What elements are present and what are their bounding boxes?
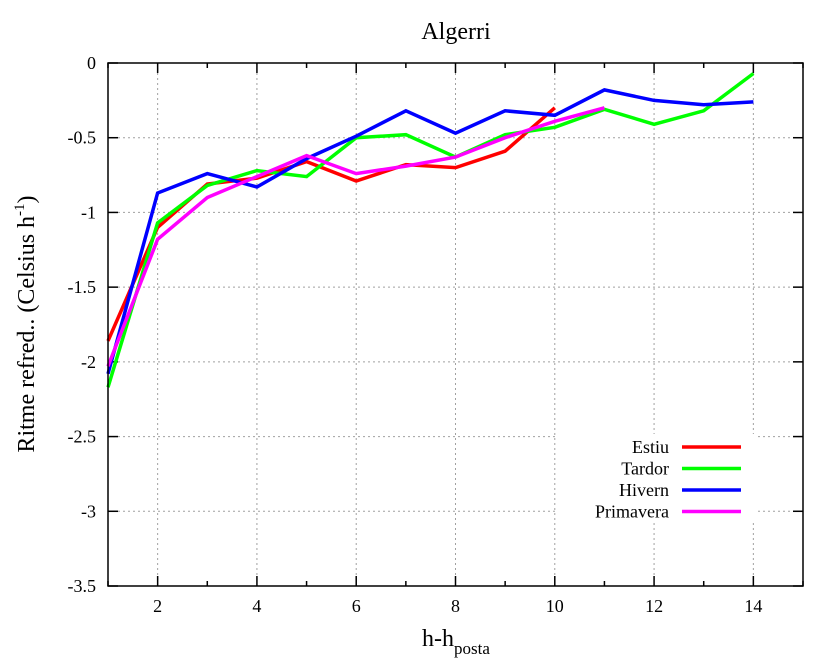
y-axis-label-main: Ritme refred.. (Celsius h: [14, 216, 40, 453]
y-axis-label: Ritme refred.. (Celsius h-1): [12, 195, 40, 452]
x-tick-label: 12: [645, 596, 663, 616]
y-tick-label: -3.5: [68, 576, 97, 596]
series-line-hivern: [106, 88, 754, 375]
series-line-primavera: [106, 106, 605, 367]
chart-title: Algerri: [421, 19, 491, 45]
x-tick-label: 4: [252, 596, 261, 616]
series-line-tardor: [106, 72, 755, 388]
x-axis-label-main: h-h: [422, 626, 454, 652]
legend-label-estiu: Estiu: [632, 437, 669, 457]
x-axis-label-subscript: posta: [454, 639, 490, 658]
legend-label-tardor: Tardor: [621, 459, 669, 479]
y-tick-label: -3: [81, 501, 96, 521]
y-tick-label: -2: [81, 352, 96, 372]
plot-frame: [107, 62, 804, 587]
y-tick-label: -2.5: [68, 427, 97, 447]
x-axis-label: h-hposta: [422, 626, 490, 658]
x-tick-label: 14: [744, 596, 762, 616]
x-tick-label: 10: [546, 596, 564, 616]
x-tick-label: 2: [153, 596, 162, 616]
y-tick-label: -1: [81, 202, 96, 222]
y-tick-label: -1.5: [68, 277, 97, 297]
x-tick-labels: 2 4 6 8 10 12 14: [153, 596, 762, 616]
legend-label-primavera: Primavera: [595, 502, 669, 522]
x-tick-label: 8: [451, 596, 460, 616]
legend-label-hivern: Hivern: [619, 480, 669, 500]
x-tick-label: 6: [352, 596, 361, 616]
y-axis-label-superscript: -1: [12, 203, 28, 216]
series-lines: [106, 72, 755, 388]
y-axis-label-tail: ): [14, 195, 40, 203]
y-tick-label: 0: [87, 53, 96, 73]
y-tick-labels: 0 -0.5 -1 -1.5 -2 -2.5 -3 -3.5: [68, 53, 97, 596]
y-tick-label: -0.5: [68, 128, 97, 148]
